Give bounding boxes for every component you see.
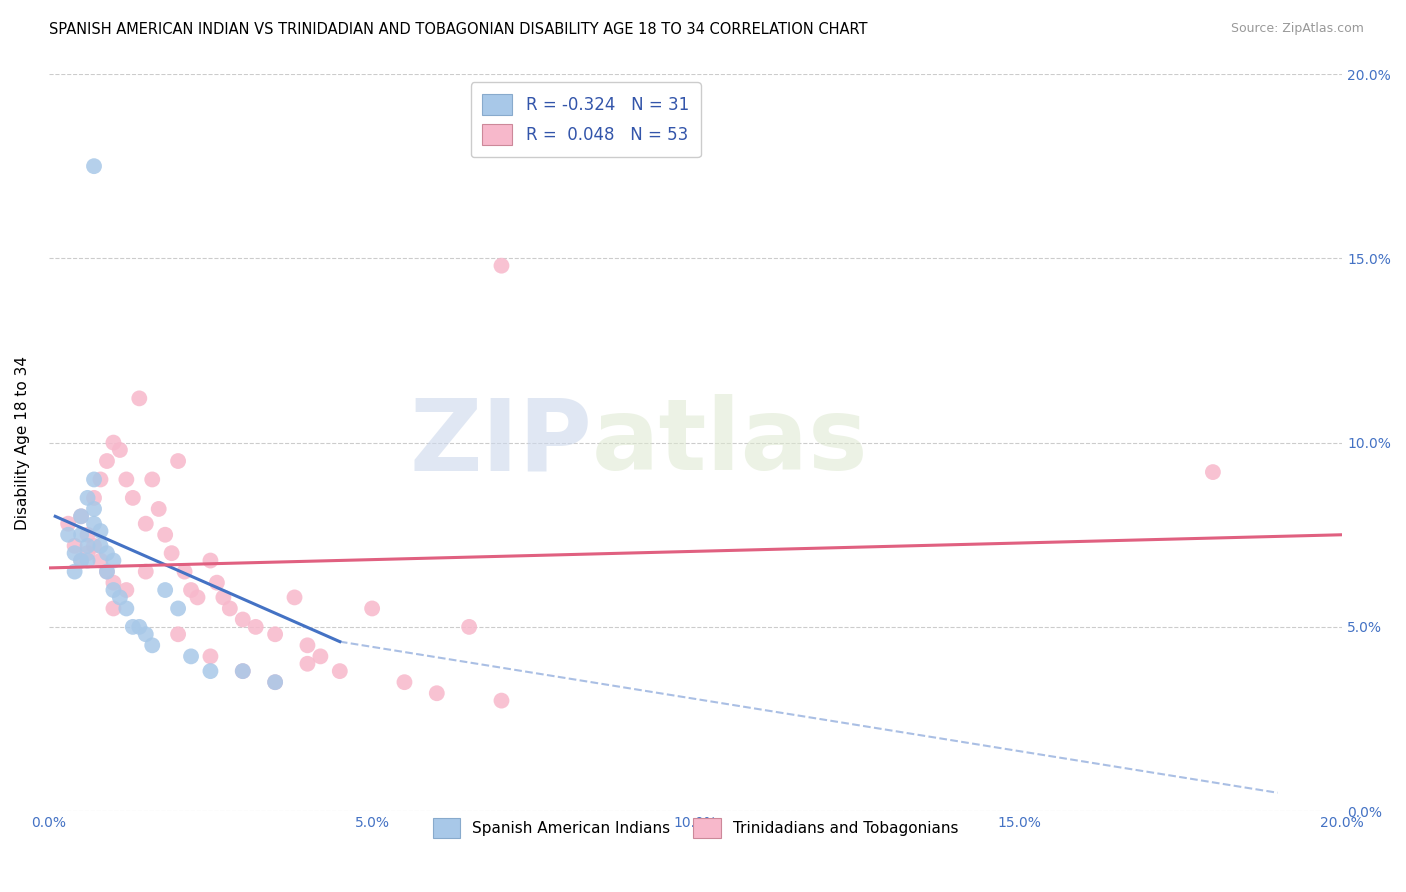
Point [264,675,287,690]
Point [141,473,163,487]
Point [115,601,138,615]
Point [63,539,86,553]
Point [329,664,352,678]
Point [297,638,319,652]
Text: ZIP: ZIP [409,394,592,491]
Point [180,649,202,664]
Point [70,553,93,567]
Point [264,627,287,641]
Point [115,473,138,487]
Point [121,620,143,634]
Point [83,516,105,531]
Point [103,553,125,567]
Point [70,527,93,541]
Point [232,664,254,678]
Point [83,502,105,516]
Point [160,546,183,560]
Point [232,664,254,678]
Point [103,435,125,450]
Point [491,259,513,273]
Point [167,454,190,468]
Point [361,601,384,615]
Point [264,675,287,690]
Legend: Spanish American Indians, Trinidadians and Tobagonians: Spanish American Indians, Trinidadians a… [426,813,965,844]
Point [426,686,449,700]
Point [200,553,222,567]
Point [153,527,176,541]
Point [297,657,319,671]
Point [96,454,118,468]
Point [76,553,98,567]
Point [128,392,150,406]
Point [76,527,98,541]
Point [108,442,131,457]
Point [76,491,98,505]
Point [135,516,157,531]
Point [83,539,105,553]
Point [121,491,143,505]
Point [108,591,131,605]
Point [141,638,163,652]
Point [167,601,190,615]
Point [180,582,202,597]
Point [491,693,513,707]
Point [76,539,98,553]
Point [115,582,138,597]
Point [148,502,170,516]
Point [96,565,118,579]
Point [89,524,111,538]
Point [135,565,157,579]
Point [245,620,267,634]
Point [309,649,332,664]
Point [153,582,176,597]
Point [200,649,222,664]
Point [63,546,86,560]
Point [128,620,150,634]
Point [70,509,93,524]
Point [76,546,98,560]
Point [103,582,125,597]
Point [173,565,195,579]
Point [212,591,235,605]
Point [167,627,190,641]
Point [83,159,105,173]
Point [186,591,208,605]
Point [70,509,93,524]
Point [89,473,111,487]
Point [283,591,305,605]
Point [103,601,125,615]
Point [135,627,157,641]
Point [89,539,111,553]
Point [89,553,111,567]
Point [83,491,105,505]
Point [218,601,240,615]
Point [103,575,125,590]
Point [1202,465,1225,479]
Point [232,613,254,627]
Point [200,664,222,678]
Text: SPANISH AMERICAN INDIAN VS TRINIDADIAN AND TOBAGONIAN DISABILITY AGE 18 TO 34 CO: SPANISH AMERICAN INDIAN VS TRINIDADIAN A… [49,22,868,37]
Text: atlas: atlas [592,394,869,491]
Text: Source: ZipAtlas.com: Source: ZipAtlas.com [1230,22,1364,36]
Point [56,527,79,541]
Point [205,575,228,590]
Point [63,565,86,579]
Point [96,565,118,579]
Point [96,546,118,560]
Y-axis label: Disability Age 18 to 34: Disability Age 18 to 34 [15,356,30,530]
Point [70,553,93,567]
Point [458,620,481,634]
Point [394,675,416,690]
Point [56,516,79,531]
Point [83,473,105,487]
